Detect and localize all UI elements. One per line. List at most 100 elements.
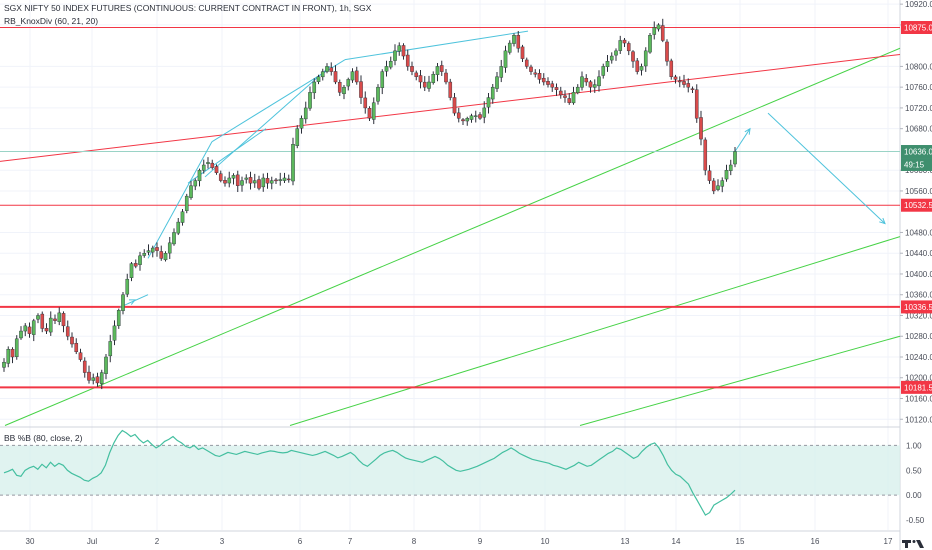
candle-body bbox=[614, 50, 618, 56]
candle-body bbox=[435, 66, 440, 75]
candle-body bbox=[461, 119, 465, 122]
candle-body bbox=[14, 338, 19, 357]
price-tick-label: 10320.0 bbox=[905, 311, 932, 320]
candle bbox=[312, 78, 317, 100]
candle-body bbox=[397, 45, 402, 52]
candle bbox=[380, 69, 385, 95]
candle bbox=[31, 318, 36, 342]
candle bbox=[104, 354, 108, 380]
candle bbox=[112, 320, 117, 346]
candle-body bbox=[673, 76, 678, 80]
price-badge-bg bbox=[901, 158, 932, 172]
candle bbox=[240, 176, 244, 192]
time-tick-label: 9 bbox=[478, 537, 483, 546]
candle-body bbox=[724, 169, 729, 180]
time-tick-label: 8 bbox=[412, 537, 417, 546]
candle-body bbox=[592, 84, 597, 88]
price-tick-label: 10800.0 bbox=[905, 62, 932, 71]
candle bbox=[214, 164, 219, 175]
candle bbox=[720, 177, 725, 193]
candle-body bbox=[410, 66, 414, 72]
candle bbox=[554, 83, 559, 96]
arrow-head bbox=[128, 299, 137, 305]
candle bbox=[546, 77, 550, 88]
candle-body bbox=[439, 65, 444, 72]
candle bbox=[257, 175, 261, 191]
candle bbox=[694, 84, 699, 123]
candle-body bbox=[490, 86, 495, 100]
candle bbox=[473, 110, 478, 123]
candle bbox=[558, 86, 563, 99]
candle-body bbox=[244, 177, 249, 180]
candle bbox=[618, 35, 623, 54]
candle-body bbox=[19, 330, 23, 339]
candle-body bbox=[48, 317, 53, 333]
candle-body bbox=[269, 180, 274, 184]
candle bbox=[231, 173, 236, 185]
candle-body bbox=[70, 336, 74, 345]
candle bbox=[6, 346, 11, 368]
candle bbox=[48, 311, 53, 336]
candle bbox=[690, 86, 695, 94]
green-trendline bbox=[579, 335, 901, 426]
candle bbox=[410, 61, 414, 76]
plot-background bbox=[0, 0, 900, 426]
candle bbox=[91, 373, 96, 385]
pctb-label: BB %B (80, close, 2) bbox=[4, 433, 83, 443]
candle-body bbox=[27, 326, 32, 334]
candle-body bbox=[563, 95, 567, 98]
candle bbox=[329, 62, 334, 76]
candle bbox=[167, 236, 172, 260]
candle bbox=[36, 313, 40, 324]
candle-body bbox=[363, 97, 368, 109]
price-tick-label: 10240.0 bbox=[905, 353, 932, 362]
candle-body bbox=[537, 73, 542, 80]
candle-body bbox=[703, 139, 708, 171]
candle-body bbox=[639, 66, 644, 71]
candle bbox=[580, 71, 584, 91]
candle-body bbox=[78, 352, 83, 360]
candle-body bbox=[601, 66, 606, 76]
green-trendline bbox=[289, 236, 901, 426]
candle-body bbox=[303, 107, 308, 120]
candle-body bbox=[635, 60, 640, 72]
candle-body bbox=[138, 255, 142, 265]
axes[interactable]: 10920.010880.010800.010760.010720.010680… bbox=[26, 0, 932, 546]
candle-body bbox=[733, 151, 737, 165]
candle bbox=[252, 173, 257, 188]
pctb-tick-label: 1.00 bbox=[906, 441, 922, 450]
candle-body bbox=[155, 247, 159, 251]
candle bbox=[295, 125, 300, 149]
candle-body bbox=[690, 88, 695, 90]
candle-body bbox=[325, 66, 329, 72]
candle bbox=[584, 74, 589, 86]
candle-body bbox=[380, 71, 385, 88]
candle-body bbox=[206, 162, 210, 164]
candle-body bbox=[167, 242, 172, 254]
candle bbox=[87, 365, 91, 384]
candle bbox=[125, 273, 130, 298]
candle bbox=[286, 174, 291, 183]
candle-body bbox=[261, 177, 266, 188]
candle-body bbox=[248, 177, 253, 184]
candle bbox=[316, 74, 321, 85]
candle-body bbox=[465, 118, 470, 122]
candle-body bbox=[418, 75, 423, 83]
candle bbox=[652, 21, 657, 40]
price-badge-bg bbox=[901, 300, 932, 314]
candle bbox=[639, 63, 644, 76]
candle-body bbox=[142, 253, 147, 256]
candle bbox=[461, 118, 465, 125]
candle bbox=[635, 58, 640, 75]
candles bbox=[2, 18, 737, 390]
candle bbox=[677, 76, 682, 88]
candle-body bbox=[176, 221, 181, 234]
candle-body bbox=[597, 76, 601, 87]
time-tick-label: 15 bbox=[736, 537, 745, 546]
candle-body bbox=[427, 81, 431, 89]
candle bbox=[235, 170, 240, 193]
candle bbox=[248, 171, 253, 190]
candle-body bbox=[2, 361, 6, 368]
candle-body bbox=[507, 42, 512, 53]
candle-body bbox=[478, 114, 482, 119]
